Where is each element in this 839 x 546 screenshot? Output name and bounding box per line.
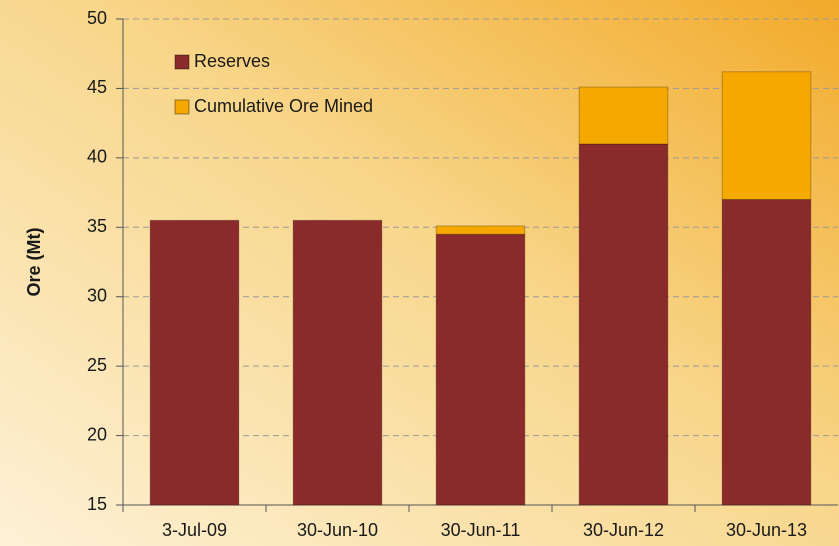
y-tick-label: 35 (87, 216, 107, 236)
legend-swatch (174, 99, 190, 115)
y-tick-label: 20 (87, 424, 107, 444)
y-tick-label: 15 (87, 494, 107, 514)
x-tick-label: 30-Jun-10 (297, 520, 378, 540)
bar-segment (578, 143, 669, 506)
bar-segment (292, 219, 383, 506)
x-tick-label: 30-Jun-12 (583, 520, 664, 540)
bar-segment (578, 86, 669, 145)
y-tick-label: 45 (87, 77, 107, 97)
y-tick-label: 25 (87, 355, 107, 375)
bar-segment (149, 219, 240, 506)
x-tick-label: 30-Jun-11 (441, 520, 521, 540)
bar-segment (721, 199, 812, 506)
legend-label: Cumulative Ore Mined (194, 96, 373, 116)
legend-swatch (174, 54, 190, 70)
y-tick-label: 40 (87, 147, 107, 167)
y-tick-label: 30 (87, 285, 107, 305)
bar-segment (721, 71, 812, 201)
bar-segment (435, 225, 526, 235)
y-tick-label: 50 (87, 8, 107, 28)
x-tick-label: 3-Jul-09 (162, 520, 227, 540)
bar-segment (435, 233, 526, 506)
y-axis-label: Ore (Mt) (24, 228, 44, 297)
x-tick-label: 30-Jun-13 (726, 520, 807, 540)
legend-label: Reserves (194, 51, 270, 71)
